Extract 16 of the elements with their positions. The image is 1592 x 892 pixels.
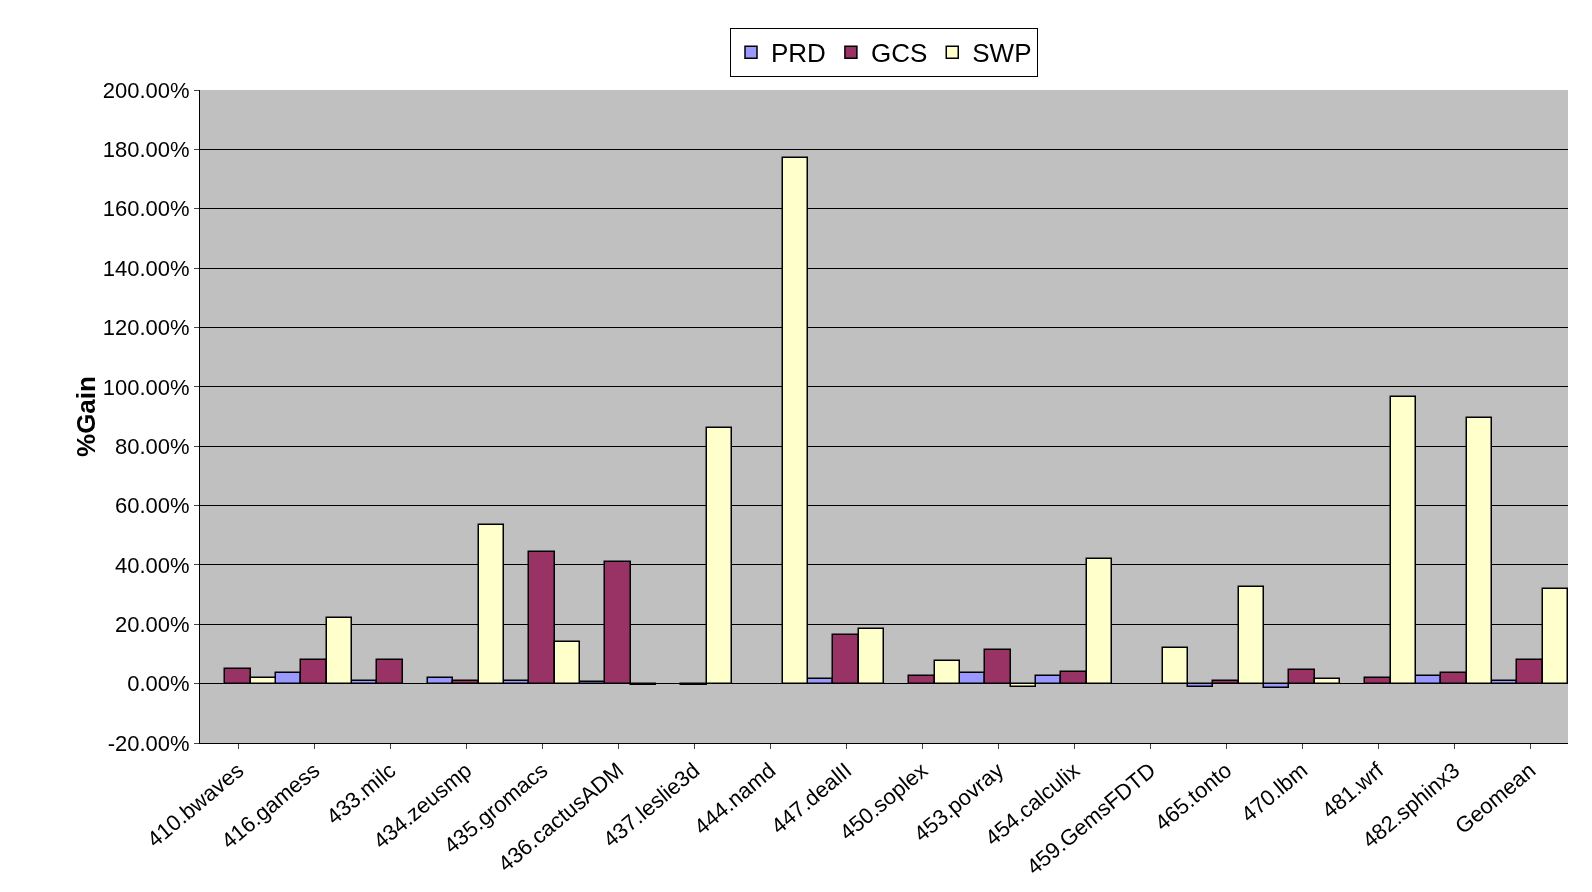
y-axis-title: %Gain — [70, 376, 101, 457]
y-tick-label: -20.00% — [107, 730, 190, 756]
y-tick-label: 200.00% — [102, 77, 190, 103]
y-tick-label: 60.00% — [114, 493, 190, 519]
y-tick-label: 140.00% — [102, 255, 190, 281]
legend-label: PRD — [771, 38, 826, 69]
y-tick-label: 100.00% — [102, 374, 190, 400]
y-tick-label: 0.00% — [127, 671, 190, 697]
y-tick-label: 40.00% — [114, 552, 190, 578]
y-tick-label: 160.00% — [102, 196, 190, 222]
legend-label: SWP — [972, 38, 1032, 69]
legend-label: GCS — [870, 38, 928, 69]
y-tick-label: 20.00% — [114, 611, 190, 637]
y-tick-label: 120.00% — [102, 315, 190, 341]
y-tick-label: 180.00% — [102, 137, 190, 163]
y-tick-label: 80.00% — [114, 433, 190, 459]
